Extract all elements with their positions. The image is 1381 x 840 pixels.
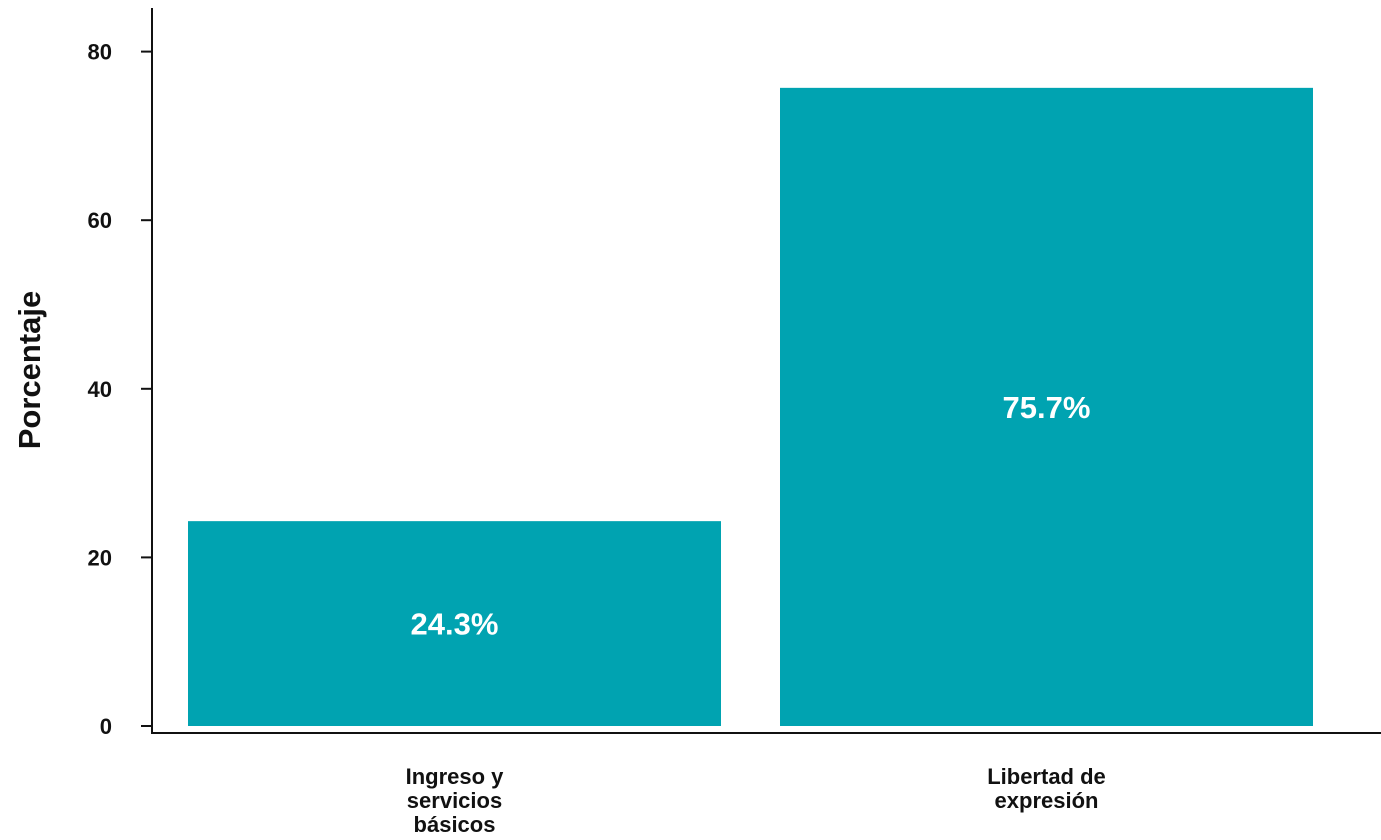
bar-value-label: 75.7%	[1003, 390, 1091, 425]
category-labels: Ingreso y servicios básicos Libertad de expr…	[406, 764, 1106, 837]
y-tick-label: 40	[88, 377, 112, 402]
y-ticks: 0 20 40 60 80	[88, 40, 152, 739]
y-tick-label: 60	[88, 208, 112, 233]
data-labels: 24.3% 75.7%	[411, 390, 1091, 642]
bar-value-label: 24.3%	[411, 607, 499, 642]
bar	[780, 87, 1313, 726]
bar	[188, 521, 721, 726]
category-label: Libertad de expresión	[987, 764, 1106, 813]
y-tick-label: 0	[100, 714, 112, 739]
category-label: Ingreso y servicios básicos	[406, 764, 505, 837]
y-tick-label: 20	[88, 545, 112, 570]
y-axis-title: Porcentaje	[12, 291, 47, 450]
bars	[188, 87, 1313, 726]
y-tick-label: 80	[88, 40, 112, 65]
